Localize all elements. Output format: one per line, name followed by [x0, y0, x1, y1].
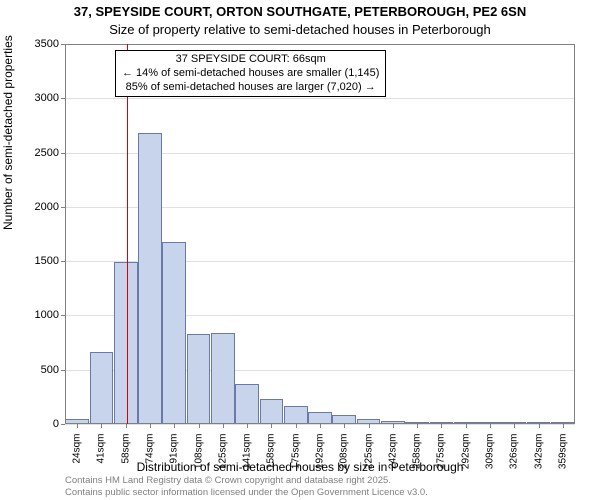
xtick-mark	[466, 424, 467, 428]
xtick-mark	[514, 424, 515, 428]
x-axis-label: Distribution of semi-detached houses by …	[0, 460, 600, 474]
info-line-3: 85% of semi-detached houses are larger (…	[122, 81, 379, 95]
ytick-label: 3500	[35, 38, 59, 50]
axis-left	[65, 44, 66, 424]
info-box: 37 SPEYSIDE COURT: 66sqm ← 14% of semi-d…	[115, 50, 386, 97]
xtick-mark	[417, 424, 418, 428]
xtick-mark	[393, 424, 394, 428]
xtick-mark	[539, 424, 540, 428]
chart-title-main: 37, SPEYSIDE COURT, ORTON SOUTHGATE, PET…	[0, 4, 600, 19]
histogram-bar	[284, 406, 308, 424]
ytick-label: 2500	[35, 147, 59, 159]
histogram-bar	[90, 352, 114, 424]
histogram-bar	[260, 399, 284, 424]
ytick-label: 2000	[35, 201, 59, 213]
footer-line-1: Contains HM Land Registry data © Crown c…	[65, 475, 428, 486]
xtick-mark	[174, 424, 175, 428]
xtick-mark	[271, 424, 272, 428]
xtick-mark	[563, 424, 564, 428]
xtick-mark	[126, 424, 127, 428]
xtick-label: 91sqm	[169, 434, 180, 464]
info-line-2: ← 14% of semi-detached houses are smalle…	[122, 67, 379, 81]
chart-container: 37, SPEYSIDE COURT, ORTON SOUTHGATE, PET…	[0, 0, 600, 500]
ytick-mark	[61, 424, 65, 425]
marker-line	[127, 44, 129, 424]
xtick-label: 74sqm	[145, 434, 156, 464]
xtick-mark	[490, 424, 491, 428]
xtick-mark	[101, 424, 102, 428]
ytick-label: 0	[53, 418, 59, 430]
histogram-bar	[235, 384, 259, 424]
axis-top	[65, 44, 575, 45]
footer-line-2: Contains public sector information licen…	[65, 487, 428, 498]
ytick-label: 3000	[35, 92, 59, 104]
xtick-mark	[77, 424, 78, 428]
ytick-label: 500	[41, 364, 59, 376]
xtick-mark	[199, 424, 200, 428]
xtick-label: 58sqm	[120, 434, 131, 464]
xtick-mark	[223, 424, 224, 428]
axis-bottom	[65, 423, 575, 424]
xtick-mark	[150, 424, 151, 428]
histogram-bar	[138, 133, 162, 424]
plot-area: 37 SPEYSIDE COURT: 66sqm ← 14% of semi-d…	[65, 44, 575, 424]
y-axis-label: Number of semi-detached properties	[1, 35, 15, 230]
xtick-mark	[247, 424, 248, 428]
xtick-mark	[296, 424, 297, 428]
chart-title-sub: Size of property relative to semi-detach…	[0, 22, 600, 37]
ytick-label: 1000	[35, 309, 59, 321]
footer: Contains HM Land Registry data © Crown c…	[65, 475, 428, 498]
xtick-mark	[320, 424, 321, 428]
histogram-bar	[114, 262, 138, 424]
gridline	[65, 98, 575, 99]
xtick-label: 41sqm	[96, 434, 107, 464]
info-line-1: 37 SPEYSIDE COURT: 66sqm	[122, 53, 379, 67]
histogram-bar	[211, 333, 235, 424]
axis-right	[574, 44, 575, 424]
histogram-bar	[162, 242, 186, 424]
ytick-label: 1500	[35, 255, 59, 267]
xtick-mark	[344, 424, 345, 428]
xtick-label: 24sqm	[72, 434, 83, 464]
xtick-mark	[369, 424, 370, 428]
xtick-mark	[441, 424, 442, 428]
histogram-bar	[187, 334, 211, 424]
